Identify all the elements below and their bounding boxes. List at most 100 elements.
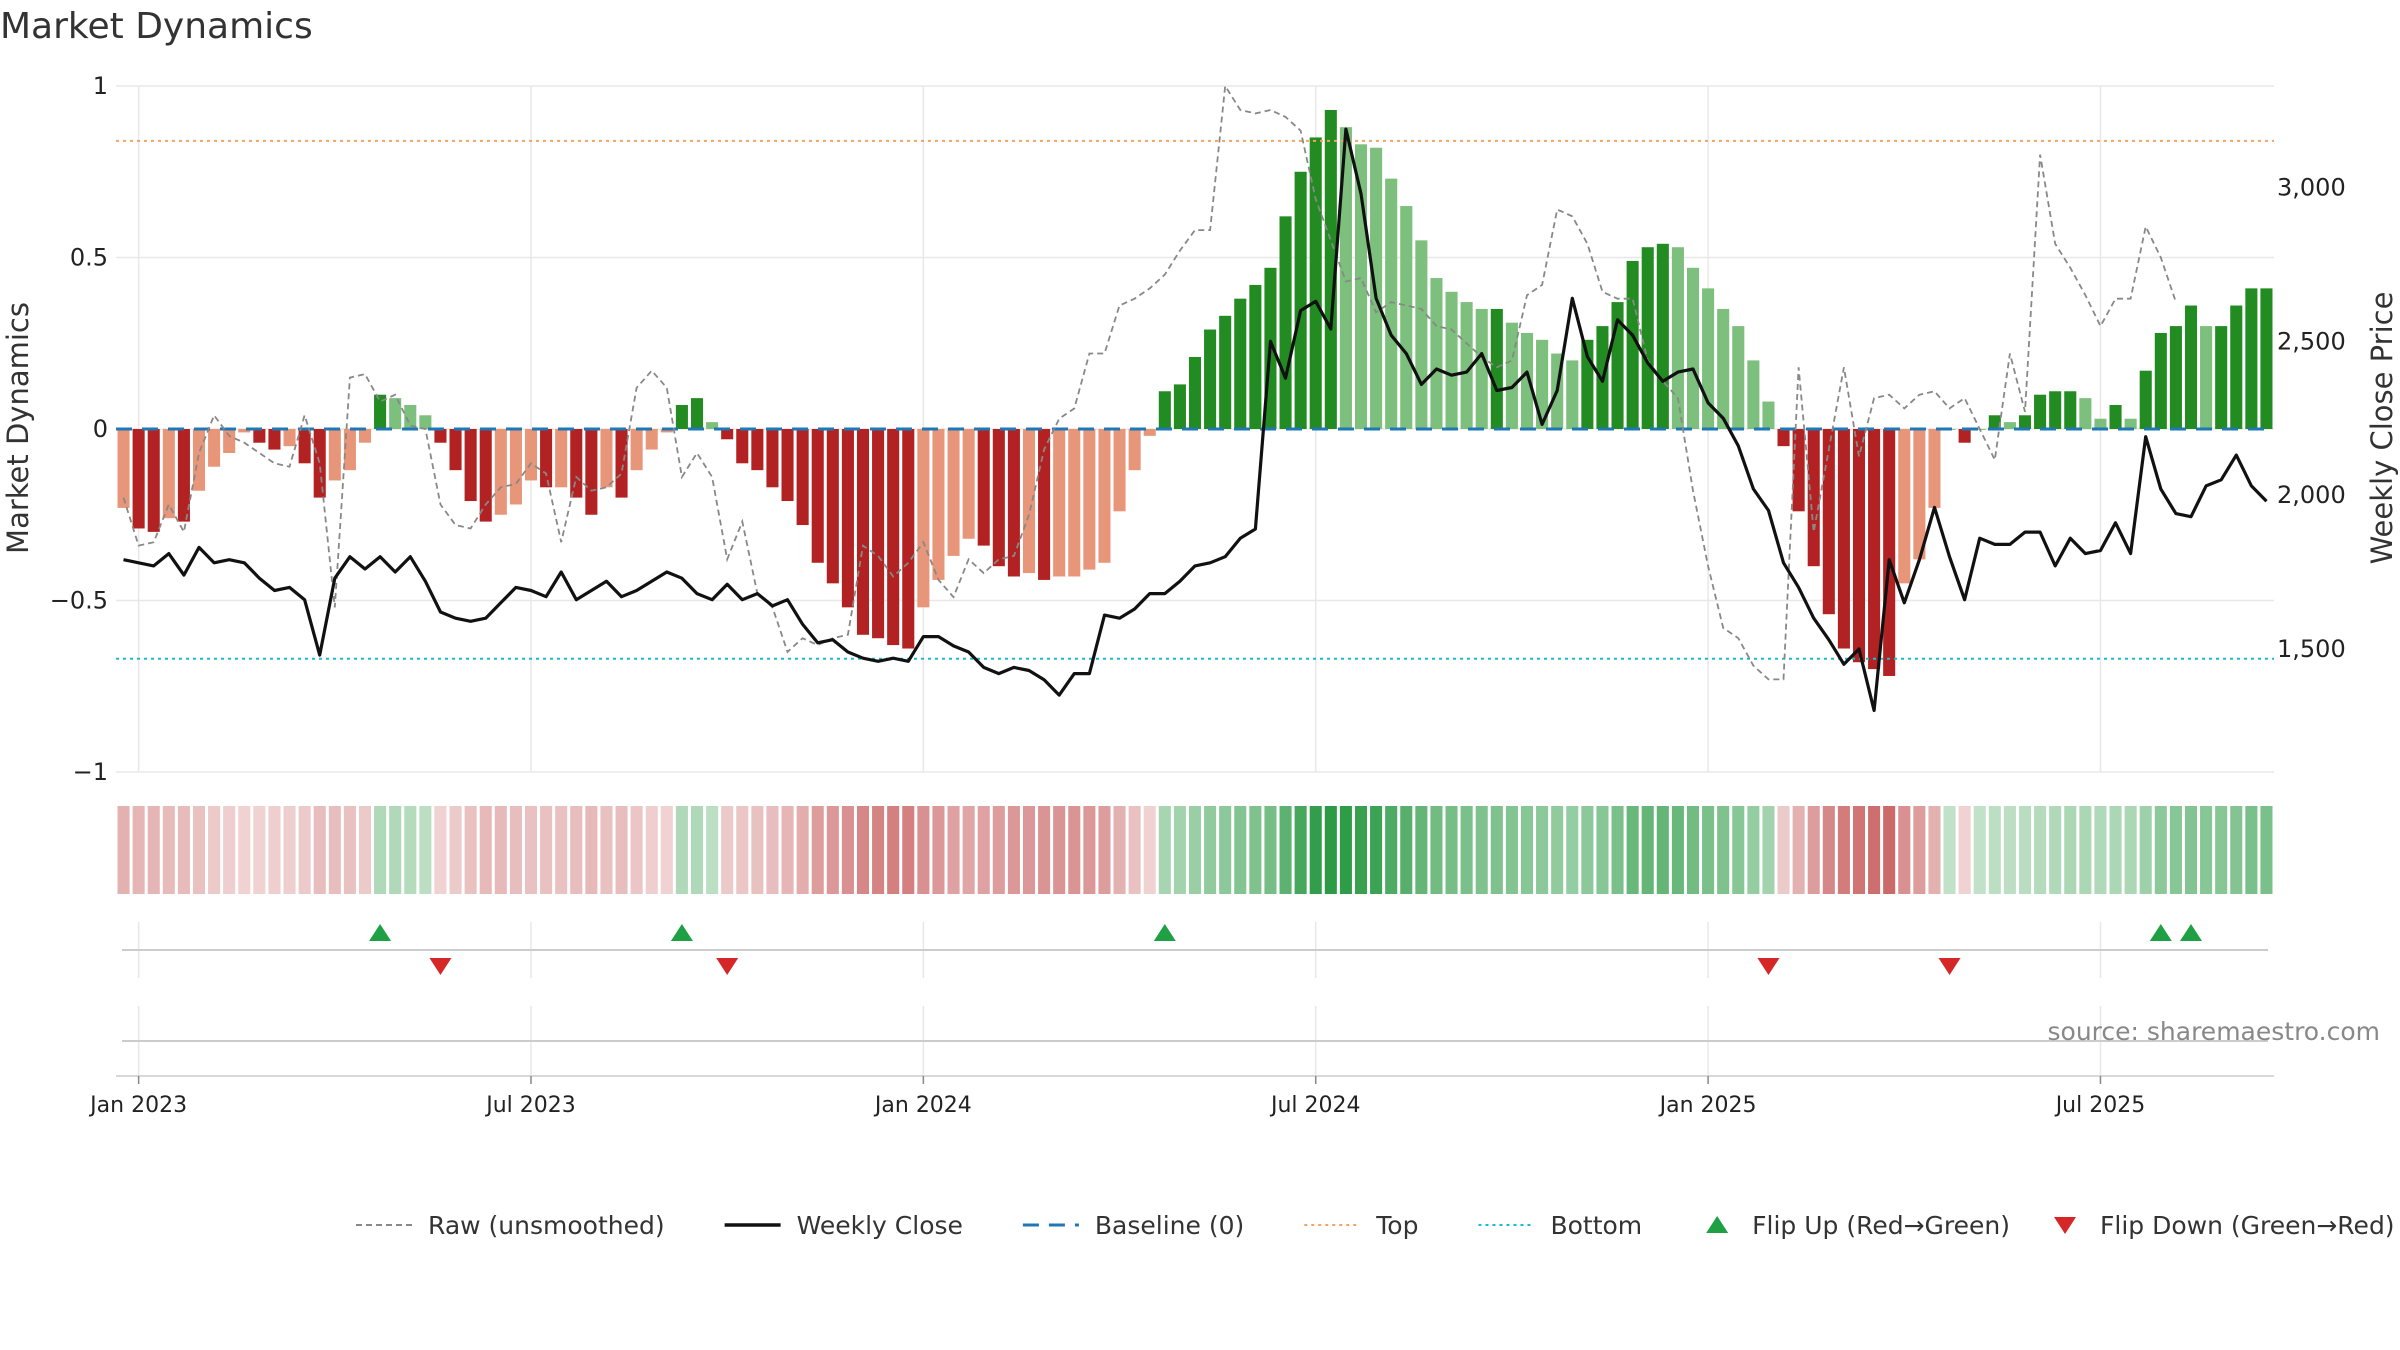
zone-cell-52 [902,806,915,894]
bar-week-84 [1385,178,1398,429]
x-tick-label: Jul 2025 [2054,1093,2146,1118]
bar-week-21 [434,429,447,443]
raw-unsmoothed-line [122,83,2177,681]
bar-week-13 [313,429,326,498]
bar-week-24 [479,429,492,522]
bar-week-122 [1958,429,1971,443]
zone-cell-87 [1430,806,1443,894]
zone-cell-60 [1022,806,1036,894]
bar-week-3 [162,429,175,519]
zone-cell-38 [690,806,704,894]
left-tick-label: −0.5 [50,587,108,615]
bar-week-134 [2139,370,2152,429]
zone-cell-30 [570,806,583,894]
bar-week-110 [1777,429,1790,447]
bar-week-101 [1641,247,1654,429]
zone-cell-12 [298,806,311,894]
zone-cell-56 [962,806,975,894]
legend-item-2: Baseline (0) [1022,1211,1244,1240]
zone-cell-129 [2064,806,2077,894]
zone-cell-14 [328,806,341,894]
x-axis-ticks: Jan 2023 Jul 2023 Jan 2024 Jul 2024 Jan 2025… [88,1076,2145,1118]
zone-cell-130 [2079,806,2092,894]
raw-series [122,83,2177,681]
zone-cell-110 [1777,806,1790,894]
flip-up-marker [1153,924,1176,941]
zone-cell-51 [887,806,900,894]
zone-cell-55 [947,806,960,894]
bar-week-53 [917,429,930,608]
zone-cell-45 [796,806,809,894]
zone-cell-20 [419,806,432,894]
zone-cell-21 [434,806,447,894]
x-tick-label: Jan 2024 [873,1093,972,1118]
zone-cell-15 [343,806,356,894]
bar-week-116 [1868,429,1881,670]
zone-cell-128 [2049,806,2062,894]
zone-cell-125 [2003,806,2016,894]
zone-cell-13 [313,806,326,894]
zone-cell-119 [1913,806,1926,894]
zone-cell-92 [1505,806,1518,894]
zone-cell-107 [1732,806,1745,894]
bar-week-88 [1445,291,1458,429]
market-dynamics-bars [117,110,2273,676]
zone-cell-73 [1219,806,1232,894]
bar-week-6 [208,429,221,467]
bar-week-72 [1204,329,1217,429]
zone-cell-97 [1581,806,1594,894]
bar-week-87 [1430,278,1443,429]
legend-label: Raw (unsmoothed) [428,1211,665,1240]
zone-cell-24 [479,806,492,894]
zone-cell-91 [1490,806,1503,894]
x-tick-label: Jul 2023 [484,1093,576,1118]
bar-week-23 [464,429,477,502]
bar-week-58 [992,429,1005,567]
bar-week-111 [1792,429,1805,512]
bar-week-11 [283,429,296,447]
zone-cell-63 [1068,806,1081,894]
bar-week-20 [419,415,432,429]
bar-week-15 [343,429,356,471]
bar-week-114 [1837,429,1850,649]
bar-week-75 [1249,284,1262,429]
bar-week-67 [1128,429,1141,471]
reference-lines [116,139,2274,660]
zone-cell-82 [1354,806,1368,894]
bar-week-136 [2169,326,2182,429]
zone-cell-138 [2200,806,2213,894]
bar-week-113 [1822,429,1835,615]
bar-week-44 [781,429,794,502]
zone-cell-116 [1868,806,1881,894]
zone-cell-68 [1143,806,1156,894]
zone-cell-49 [856,806,870,894]
bar-week-32 [600,429,613,488]
bar-week-14 [328,429,341,481]
bar-week-17 [374,394,387,429]
bar-week-93 [1520,332,1534,429]
bar-week-4 [177,429,190,522]
zone-cell-89 [1460,806,1473,894]
zone-cell-142 [2260,806,2273,894]
zone-cell-84 [1385,806,1398,894]
right-axis-ticks: 3,000 2,500 2,000 1,500 [2277,174,2346,663]
x-tick-label: Jul 2024 [1269,1093,1361,1118]
zone-cell-98 [1596,806,1609,894]
bar-week-129 [2064,391,2077,429]
bar-week-133 [2124,418,2137,429]
zone-cell-70 [1173,806,1186,894]
zone-cell-17 [374,806,387,894]
flip-up-marker [670,924,693,941]
zone-cell-69 [1158,806,1171,894]
flip-up-marker [2149,924,2172,941]
zone-cell-57 [977,806,990,894]
empty-bottom-panel [116,1006,2274,1077]
legend-item-0: Raw (unsmoothed) [356,1211,665,1240]
zone-cell-106 [1717,806,1730,894]
left-tick-label: 0 [93,415,108,443]
legend-label: Baseline (0) [1095,1211,1244,1240]
legend: Raw (unsmoothed) Weekly Close Baseline (0)… [356,1211,2395,1240]
zone-cell-123 [1973,806,1986,894]
zone-cell-48 [841,806,854,894]
zone-cell-40 [721,806,734,894]
